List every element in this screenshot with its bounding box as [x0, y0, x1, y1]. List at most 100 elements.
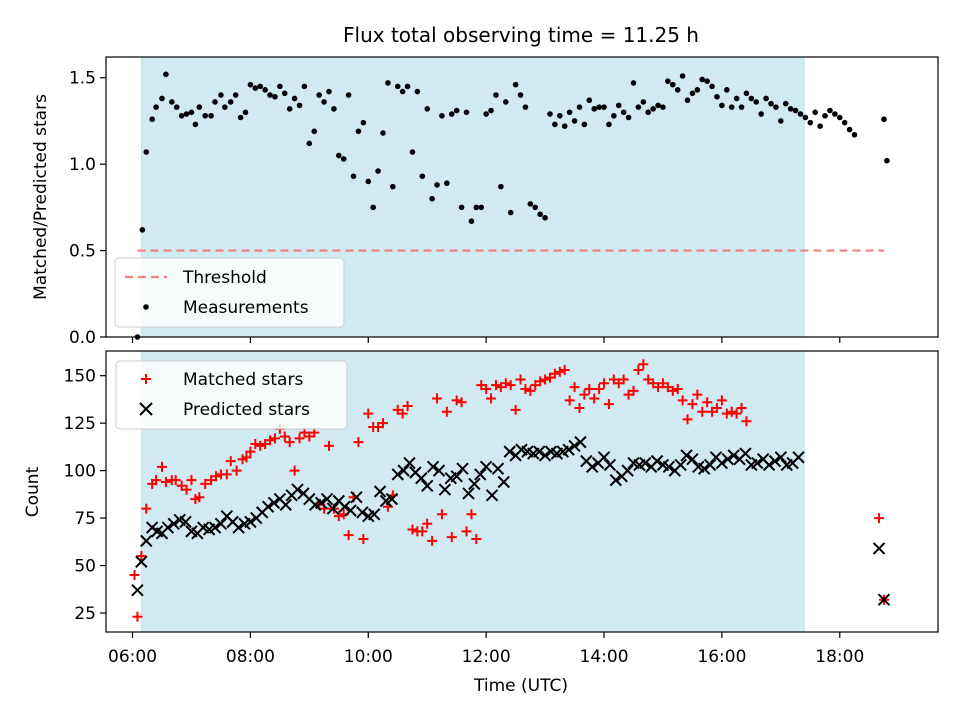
measurement-point: [375, 168, 381, 174]
predicted-star-point: [698, 462, 711, 475]
predicted-star-point: [161, 521, 175, 534]
bottom-legend-box: [115, 360, 348, 430]
measurement-point: [576, 104, 583, 110]
measurement-point: [380, 130, 386, 136]
x-tick-label: 14:00: [580, 647, 629, 667]
measurement-point: [409, 149, 416, 155]
measurement-point: [763, 95, 769, 102]
predicted-star-point: [538, 449, 552, 462]
matched-star-point: [141, 503, 152, 514]
legend-threshold-label: Threshold: [182, 268, 267, 288]
measurement-point: [316, 92, 322, 98]
measurement-point: [331, 106, 337, 112]
measurement-point: [655, 102, 661, 109]
measurement-point: [846, 126, 853, 133]
predicted-star-point: [403, 456, 416, 470]
measurement-point: [787, 106, 794, 112]
matched-star-point: [397, 408, 408, 419]
predicted-star-point: [279, 498, 292, 511]
x-tick-label: 08:00: [226, 647, 275, 667]
measurement-point: [188, 109, 195, 116]
measurement-point: [532, 204, 539, 211]
measurement-point: [502, 99, 509, 105]
matched-star-point: [284, 437, 295, 448]
measurement-point: [365, 178, 372, 185]
predicted-star-point: [344, 504, 357, 517]
matched-star-point: [181, 484, 192, 495]
measurement-point: [748, 95, 755, 102]
measurement-points: [134, 71, 890, 340]
measurement-point: [232, 92, 239, 98]
measurement-point: [714, 93, 720, 100]
matched-star-point: [731, 408, 742, 419]
measurement-point: [345, 92, 352, 98]
measurement-point: [448, 111, 455, 117]
measurement-point: [719, 102, 725, 109]
measurement-point: [212, 99, 218, 105]
matched-star-point: [692, 389, 703, 400]
measurement-point: [571, 118, 578, 124]
predicted-star-point: [751, 456, 764, 470]
top-y-axis-label: Matched/Predicted stars: [31, 94, 51, 300]
matched-star-point: [638, 359, 649, 370]
measurement-point: [414, 88, 421, 95]
measurement-point: [625, 114, 632, 121]
matched-star-point: [594, 383, 605, 394]
matched-star-point: [358, 533, 369, 544]
measurement-point: [591, 106, 597, 112]
matched-star-point: [294, 433, 305, 444]
matched-star-point: [569, 382, 580, 393]
predicted-star-point: [680, 449, 693, 462]
measurement-point: [252, 85, 259, 91]
predicted-star-point: [568, 439, 581, 453]
measurement-point: [547, 111, 553, 117]
predicted-star-point: [208, 521, 222, 534]
measurement-point: [832, 111, 838, 117]
measurement-point: [301, 83, 308, 90]
measurement-point: [340, 156, 347, 162]
measurement-point: [404, 83, 411, 90]
measurement-point: [817, 123, 823, 129]
predicted-star-point: [391, 468, 404, 481]
measurement-point: [159, 95, 165, 102]
measurement-point: [390, 183, 396, 190]
matched-star-point: [481, 383, 492, 394]
matched-star-point: [697, 406, 708, 417]
measurement-point: [699, 76, 706, 83]
predicted-star-point: [586, 460, 599, 474]
predicted-star-point: [715, 456, 729, 470]
measurement-point: [139, 227, 146, 233]
measurement-point: [355, 128, 362, 135]
measurement-point: [385, 80, 391, 86]
measurement-point: [778, 118, 784, 124]
measurement-point: [202, 112, 209, 119]
matched-star-point: [156, 461, 167, 472]
matched-star-point: [427, 535, 438, 546]
predicted-star-point: [474, 468, 487, 481]
measurement-point: [758, 111, 764, 117]
matched-star-point: [564, 395, 575, 406]
matched-star-point: [200, 478, 211, 489]
matched-star-point: [535, 376, 546, 387]
predicted-star-point: [727, 449, 740, 462]
measurement-point: [498, 183, 504, 190]
matched-star-point: [490, 380, 501, 391]
measurement-point: [257, 83, 264, 90]
matched-star-point: [520, 383, 531, 394]
measurement-point: [522, 104, 529, 110]
bottom-axes-frame: [105, 350, 939, 633]
matched-star-point: [250, 439, 261, 450]
bottom-y-tick-label: 100: [64, 462, 96, 482]
measurement-point: [336, 152, 342, 159]
measurement-point: [552, 121, 558, 128]
measurement-point: [836, 114, 843, 121]
measurement-point: [640, 99, 647, 105]
measurement-point: [463, 109, 470, 116]
predicted-star-point: [261, 500, 275, 513]
matched-star-point: [726, 406, 737, 417]
measurement-point: [173, 104, 180, 110]
measurement-point: [311, 128, 318, 135]
predicted-star-point: [603, 458, 617, 472]
matched-star-point: [741, 416, 752, 427]
measurement-point: [222, 104, 228, 110]
